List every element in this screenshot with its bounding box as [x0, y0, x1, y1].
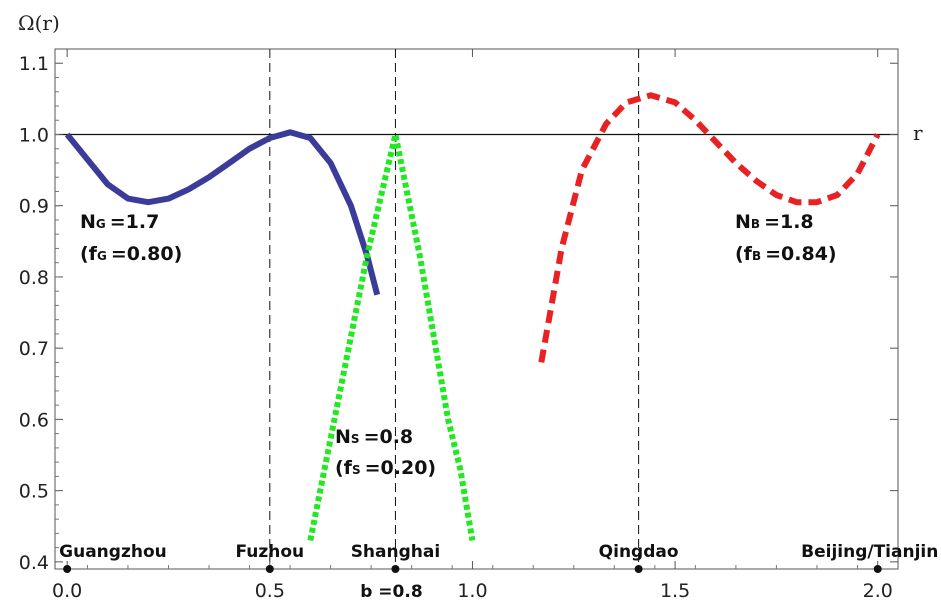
series-line-S [307, 131, 476, 542]
series-layer [64, 92, 881, 542]
city-marker-dot [391, 565, 400, 573]
x-tick-label: 0.0 [52, 580, 82, 602]
plot-frame-layer [54, 48, 899, 570]
y-axis-title: Ω(r) [18, 11, 60, 35]
city-label: Fuzhou [235, 542, 304, 562]
x-tick-label: 0.5 [255, 580, 285, 602]
city-marker-dot [634, 565, 643, 573]
y-tick-label: 1.1 [19, 53, 49, 75]
y-tick-label: 0.7 [19, 338, 49, 360]
series-line-B [538, 92, 881, 363]
x-tick-label: 1.0 [457, 580, 487, 602]
annotation-b-f: (fB =0.84) [735, 243, 837, 265]
series-line-G [64, 129, 381, 296]
x-tick-label: 2.0 [863, 580, 893, 602]
city-marker-dot [265, 565, 274, 573]
label-layer: Guangzhou Fuzhou Shanghai Qingdao Beijing/Ti… [59, 542, 938, 602]
x-axis-title: r [913, 121, 923, 145]
city-label: Beijing/Tianjin [801, 542, 938, 562]
y-tick-label: 0.4 [19, 552, 49, 574]
city-label: Guangzhou [59, 542, 167, 562]
plot-frame [54, 48, 899, 570]
annotation-s-n: NS =0.8 [335, 426, 413, 448]
city-marker-dot [63, 565, 72, 573]
annotation-b-n: NB =1.8 [735, 211, 814, 233]
b-label: b =0.8 [360, 582, 422, 602]
x-tick-label: 1.5 [660, 580, 690, 602]
city-label: Qingdao [599, 542, 679, 562]
annotation-g-n: NG =1.7 [80, 211, 159, 233]
y-tick-label: 0.9 [19, 196, 49, 218]
annotation-s-f: (fS =0.20) [335, 457, 436, 479]
annotation-g-f: (fG =0.80) [80, 243, 182, 265]
city-label: Shanghai [351, 542, 441, 562]
y-tick-label: 1.0 [19, 124, 49, 146]
y-tick-label: 0.6 [19, 409, 49, 431]
city-marker-dot [873, 565, 882, 573]
city-marker-lines [269, 49, 640, 569]
tick-layer: 0.0 0.5 1.0 1.5 2.0 0.4 0.5 0.6 0.7 0.8 0.9 1.0 1.1 [19, 49, 898, 602]
y-tick-label: 0.8 [19, 267, 49, 289]
y-tick-label: 0.5 [19, 481, 49, 503]
